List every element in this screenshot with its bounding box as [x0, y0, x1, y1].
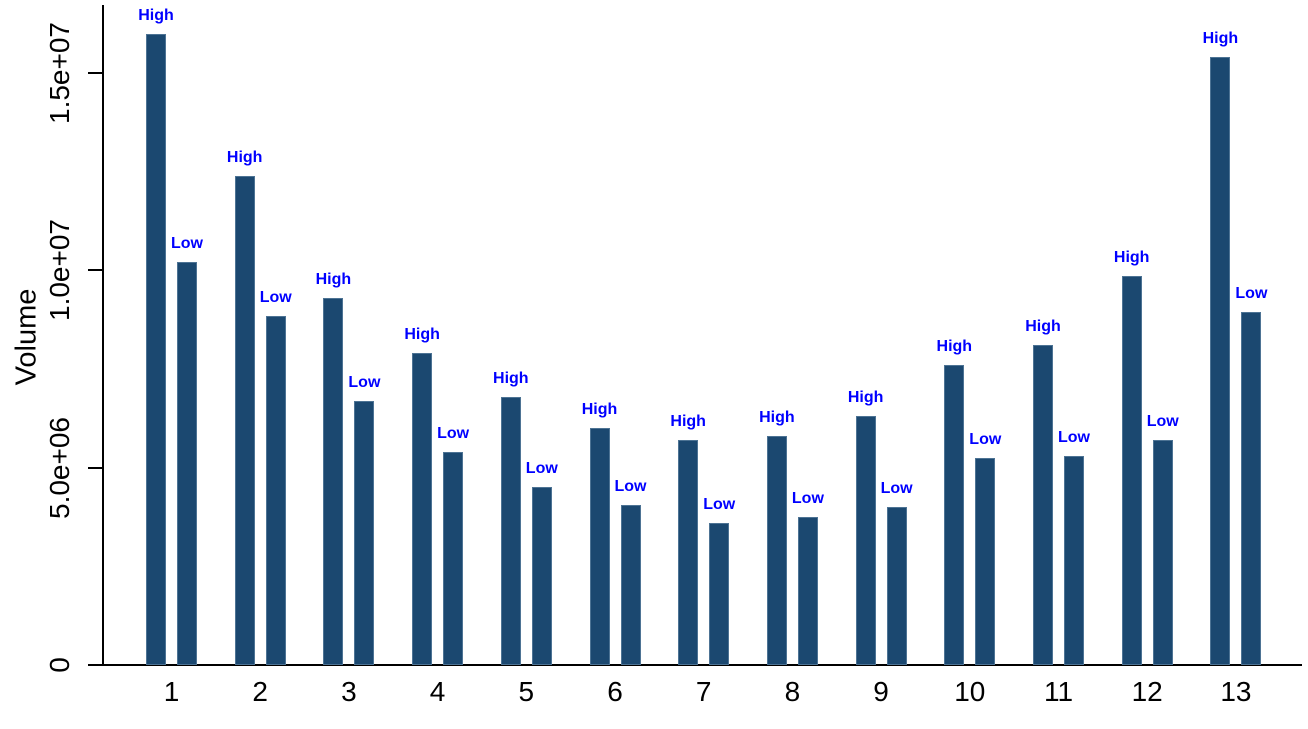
- bar-label-low-8: Low: [791, 490, 824, 507]
- bar-low-5: [531, 487, 552, 665]
- bar-label-high-1: High: [138, 7, 174, 24]
- bar-low-11: [1064, 456, 1084, 665]
- bar-label-high-4: High: [404, 326, 440, 343]
- bar-label-low-2: Low: [259, 289, 292, 306]
- bar-high-10: [944, 365, 965, 665]
- bar-high-13: [1210, 57, 1231, 665]
- bar-label-high-11: High: [1025, 318, 1061, 335]
- bar-high-11: [1033, 345, 1053, 665]
- bar-label-high-5: High: [493, 370, 529, 387]
- bar-low-9: [886, 507, 907, 665]
- bar-high-8: [766, 436, 787, 665]
- bar-label-low-7: Low: [703, 496, 736, 513]
- bar-label-low-3: Low: [348, 374, 381, 391]
- y-axis-line: [102, 5, 104, 666]
- bar-low-12: [1152, 440, 1173, 665]
- bar-high-9: [855, 416, 876, 665]
- x-tick-label-1: 1: [163, 676, 180, 707]
- x-tick-label-13: 13: [1220, 676, 1252, 707]
- x-tick-label-5: 5: [518, 676, 535, 707]
- bar-label-high-7: High: [670, 413, 706, 430]
- bar-low-10: [975, 458, 996, 665]
- x-tick-label-10: 10: [954, 676, 986, 707]
- bar-label-high-6: High: [581, 401, 618, 418]
- y-tick-label: 1.5e+07: [44, 22, 75, 124]
- bar-low-3: [354, 401, 375, 665]
- bar-label-high-3: High: [315, 271, 352, 288]
- x-tick-label-3: 3: [341, 676, 357, 707]
- y-tick-label: 1.0e+07: [44, 219, 75, 322]
- bar-low-6: [620, 505, 641, 665]
- y-tick-label: 0: [44, 657, 75, 673]
- bar-high-4: [412, 353, 433, 665]
- bar-label-low-13: Low: [1235, 285, 1268, 302]
- y-tick-label: 5.0e+06: [44, 416, 75, 519]
- bar-label-high-12: High: [1113, 249, 1150, 266]
- bar-high-5: [500, 397, 521, 665]
- x-tick-label-8: 8: [784, 676, 801, 707]
- bar-label-low-6: Low: [614, 478, 647, 495]
- bar-low-13: [1241, 312, 1262, 665]
- x-tick-label-7: 7: [695, 676, 712, 707]
- bar-low-4: [443, 452, 464, 665]
- y-tick-mark: [88, 72, 104, 74]
- bar-label-high-2: High: [226, 149, 263, 166]
- y-tick-mark: [88, 466, 104, 469]
- bar-low-8: [797, 517, 818, 665]
- bar-high-2: [234, 176, 255, 665]
- bar-low-1: [177, 262, 197, 665]
- bar-label-high-10: High: [936, 338, 973, 355]
- x-tick-label-11: 11: [1043, 676, 1074, 707]
- bar-label-low-10: Low: [969, 431, 1002, 448]
- bar-high-12: [1121, 276, 1142, 665]
- x-tick-label-6: 6: [607, 676, 623, 707]
- bar-high-6: [589, 428, 610, 665]
- y-tick-mark: [88, 664, 104, 666]
- bar-low-2: [265, 316, 286, 665]
- x-tick-label-9: 9: [873, 676, 889, 707]
- bar-label-low-4: Low: [437, 425, 470, 442]
- bar-high-1: [146, 34, 166, 665]
- bar-label-high-13: High: [1202, 30, 1239, 47]
- bar-label-high-8: High: [759, 409, 795, 426]
- bar-label-low-5: Low: [525, 460, 558, 477]
- x-tick-label-4: 4: [429, 676, 446, 707]
- bar-label-low-9: Low: [880, 480, 913, 497]
- bar-label-low-1: Low: [171, 235, 203, 252]
- bar-high-3: [323, 298, 344, 665]
- bar-low-7: [709, 523, 730, 665]
- bar-label-high-9: High: [847, 389, 884, 406]
- bar-label-low-11: Low: [1058, 429, 1090, 446]
- x-tick-label-2: 2: [252, 676, 268, 707]
- y-axis-title: Volume: [10, 288, 43, 386]
- y-tick-mark: [88, 269, 104, 272]
- bar-high-7: [678, 440, 699, 665]
- bar-label-low-12: Low: [1146, 413, 1179, 430]
- x-tick-label-12: 12: [1131, 676, 1163, 707]
- x-axis-line: [88, 664, 1302, 666]
